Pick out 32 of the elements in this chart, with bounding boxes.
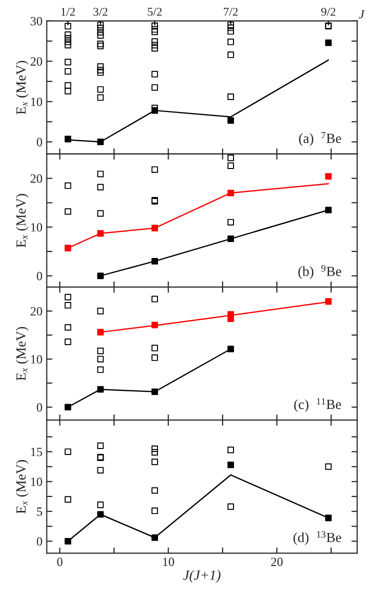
y-axis-title: E$_{x}$ (MeV): [16, 326, 29, 380]
y-tick-label: 10: [31, 478, 42, 486]
y-tick-label: 0: [36, 537, 42, 546]
x2-axis-title: J: [358, 10, 365, 18]
y-axis-title: E$_{x}$ (MeV): [16, 60, 29, 114]
y-tick-label: 10: [31, 223, 42, 232]
annotation: (a) $^{7}$Be: [299, 132, 342, 146]
annotation: 7/2: [224, 8, 238, 16]
y-tick-label: 0: [36, 403, 42, 412]
annotation: 1/2: [61, 8, 75, 16]
x-tick-label: 0: [57, 558, 62, 566]
y-tick-label: 15: [31, 448, 42, 456]
x-tick-label: 20: [271, 558, 283, 566]
y-axis-title: E$_{x}$ (MeV): [16, 194, 29, 248]
annotation: 9/2: [321, 8, 336, 16]
y-tick-label: 0: [36, 272, 42, 280]
annotation: (d) $^{13}$Be: [294, 531, 342, 545]
y-tick-label: 20: [30, 307, 42, 316]
annotation: (c) $^{11}$Be: [294, 398, 342, 412]
annotation: 5/2: [148, 8, 162, 16]
y-axis-title: E$_{x}$ (MeV): [16, 460, 29, 514]
annotation: (b) $^{9}$Be: [298, 265, 342, 279]
y-tick-label: 30: [30, 16, 42, 26]
annotation: 3/2: [94, 8, 108, 16]
y-tick-label: 0: [36, 138, 42, 146]
y-tick-label: 20: [30, 174, 42, 183]
y-tick-label: 20: [30, 57, 42, 66]
y-tick-label: 5: [37, 508, 42, 516]
x-tick-label: 10: [163, 558, 174, 566]
y-tick-label: 10: [31, 98, 42, 106]
y-tick-label: 10: [31, 355, 42, 364]
x-axis-title: J(J+1): [183, 570, 220, 583]
